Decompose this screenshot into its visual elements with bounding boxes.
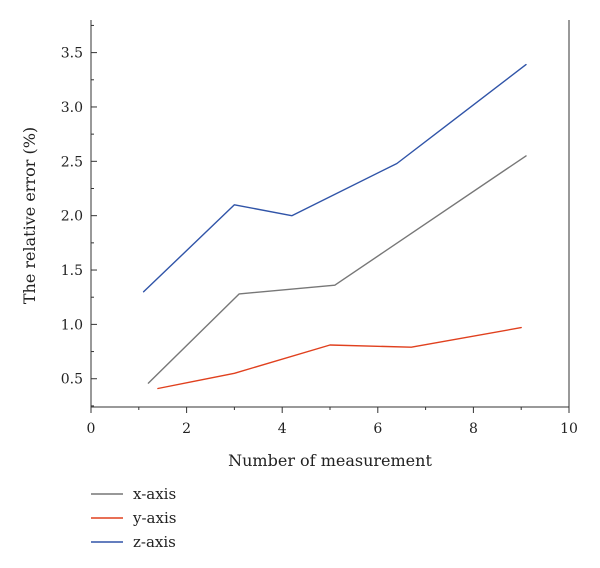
x-tick-label: 8	[469, 421, 478, 437]
y-tick-label: 1.0	[61, 317, 83, 333]
series-lines	[142, 63, 527, 390]
x-tick-label: 4	[278, 421, 287, 437]
x-axis-ticks: 0 2 4 6 8 10	[87, 407, 578, 437]
legend-label-y-axis: y-axis	[132, 509, 176, 527]
y-tick-label: 2.5	[61, 154, 83, 170]
y-axis-title: The relative error (%)	[20, 127, 39, 304]
x-axis-title: Number of measurement	[228, 451, 432, 470]
series-line-x-axis	[147, 155, 527, 384]
x-tick-label: 6	[373, 421, 382, 437]
legend: x-axis y-axis z-axis	[91, 485, 176, 551]
series-line-y-axis	[157, 326, 522, 390]
legend-label-x-axis: x-axis	[133, 485, 176, 503]
x-tick-label: 0	[87, 421, 96, 437]
y-tick-label: 0.5	[61, 372, 83, 388]
legend-label-z-axis: z-axis	[133, 533, 176, 551]
y-tick-label: 3.0	[61, 100, 83, 116]
x-tick-label: 2	[182, 421, 191, 437]
y-tick-label: 1.5	[61, 263, 83, 279]
x-tick-label: 10	[560, 421, 578, 437]
plot-frame	[90, 20, 570, 408]
y-tick-label: 2.0	[61, 209, 83, 225]
y-axis-ticks: 0.5 1.0 1.5 2.0 2.5 3.0 3.5	[61, 24, 97, 407]
y-tick-label: 3.5	[61, 46, 83, 62]
series-line-z-axis	[142, 63, 527, 293]
